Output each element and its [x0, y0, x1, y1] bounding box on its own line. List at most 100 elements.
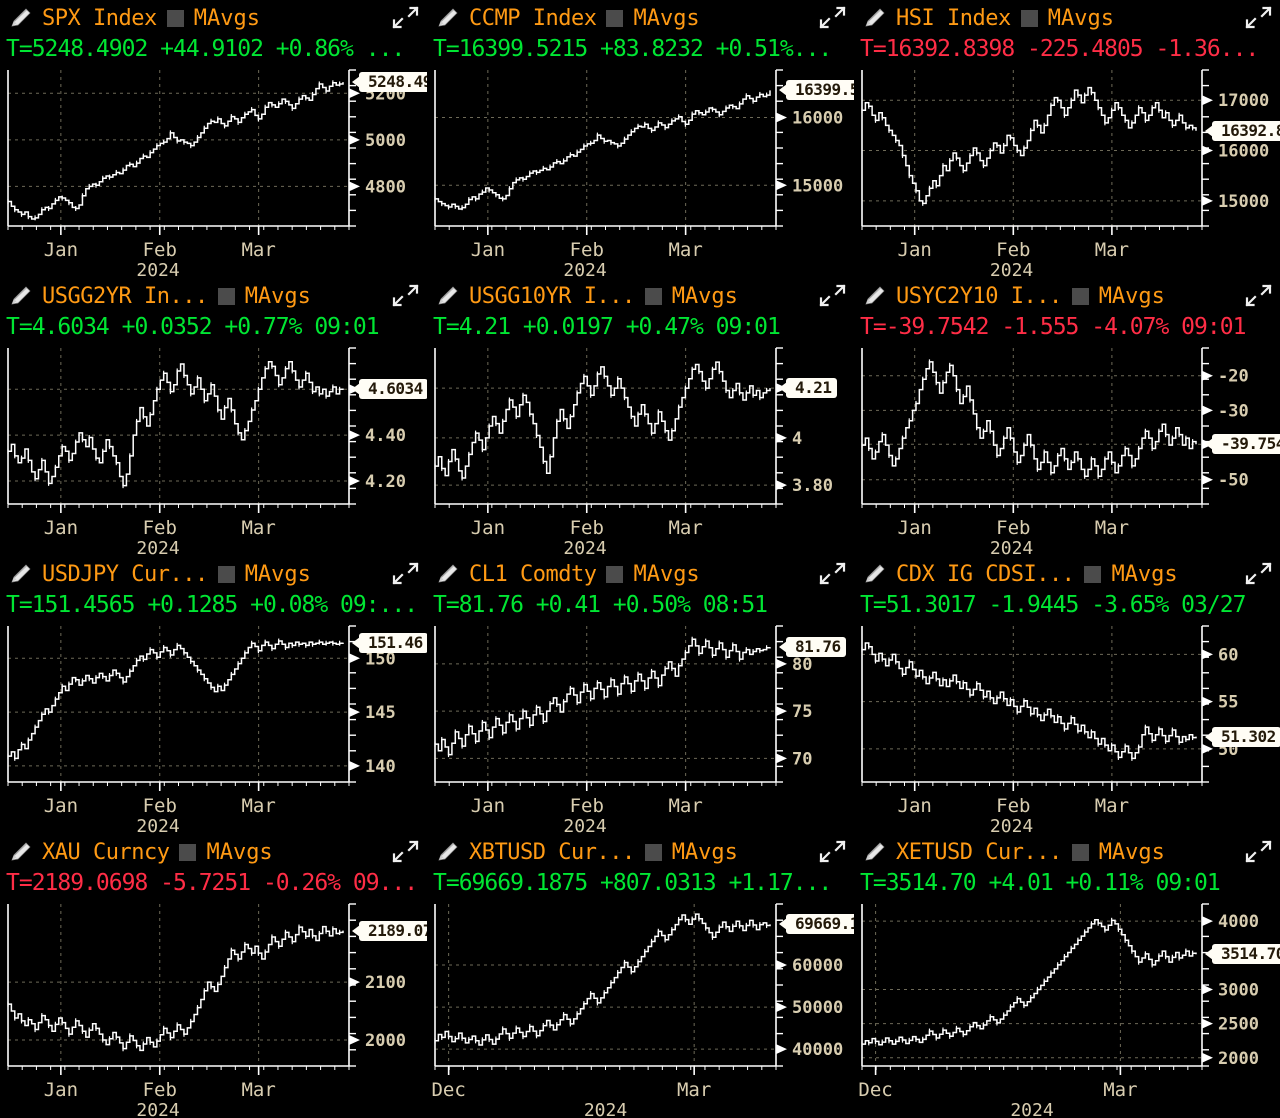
mavgs-label[interactable]: MAvgs: [671, 283, 738, 309]
pencil-icon[interactable]: [437, 564, 459, 584]
mavgs-label[interactable]: MAvgs: [671, 839, 738, 865]
pencil-icon[interactable]: [10, 564, 32, 584]
plot-area[interactable]: 16000 15000 Jan Feb Mar 2024: [427, 66, 854, 278]
chart-panel-usyc2y10[interactable]: USYC2Y10 I... MAvgs T=-39.7542 -1.555 -4…: [854, 278, 1280, 556]
svg-text:2024: 2024: [990, 816, 1033, 834]
expand-arrows-icon[interactable]: [1244, 562, 1272, 586]
mavgs-checkbox-icon[interactable]: [606, 9, 624, 27]
plot-area[interactable]: 80 75 70 Jan Feb Mar 2024: [427, 622, 854, 834]
mavgs-label[interactable]: MAvgs: [244, 561, 311, 587]
plot-area[interactable]: 17000 16000 15000 Jan Feb Mar 2024: [854, 66, 1280, 278]
mavgs-checkbox-icon[interactable]: [606, 565, 624, 583]
plot-area[interactable]: 150 145 140 Jan Feb Mar 2024: [0, 622, 427, 834]
plot-area[interactable]: 60000 50000 40000 Dec Mar 2024: [427, 900, 854, 1118]
mavgs-label[interactable]: MAvgs: [1098, 283, 1165, 309]
expand-arrows-icon[interactable]: [1244, 840, 1272, 864]
last-price-tag: 5248.49: [352, 72, 427, 93]
chart-panel-cdx_ig[interactable]: CDX IG CDSI... MAvgs T=51.3017 -1.9445 -…: [854, 556, 1280, 834]
mavgs-checkbox-icon[interactable]: [644, 287, 662, 305]
svg-text:80: 80: [792, 655, 812, 675]
svg-text:2024: 2024: [136, 1100, 179, 1118]
svg-text:Feb: Feb: [143, 1079, 177, 1101]
pencil-icon[interactable]: [437, 286, 459, 306]
pencil-icon[interactable]: [10, 8, 32, 28]
last-price-tag: 2189.07: [352, 920, 427, 941]
pencil-icon[interactable]: [864, 286, 886, 306]
plot-area[interactable]: 4000 3000 2500 2000 Dec Mar 2024: [854, 900, 1280, 1118]
panel-quote: T=151.4565 +0.1285 +0.08% 09:...: [6, 592, 418, 618]
mavgs-label[interactable]: MAvgs: [633, 561, 700, 587]
svg-text:Jan: Jan: [44, 517, 78, 539]
pencil-icon[interactable]: [437, 842, 459, 862]
panel-title: CL1 Comdty: [469, 561, 597, 587]
panel-title: USYC2Y10 I...: [896, 283, 1062, 309]
mavgs-checkbox-icon[interactable]: [1020, 9, 1038, 27]
chart-panel-xbtusd[interactable]: XBTUSD Cur... MAvgs T=69669.1875 +807.03…: [427, 834, 854, 1118]
chart-panel-usgg10yr[interactable]: USGG10YR I... MAvgs T=4.21 +0.0197 +0.47…: [427, 278, 854, 556]
mavgs-checkbox-icon[interactable]: [179, 843, 197, 861]
expand-arrows-icon[interactable]: [818, 562, 846, 586]
svg-text:75: 75: [792, 702, 812, 722]
expand-arrows-icon[interactable]: [818, 6, 846, 30]
pencil-icon[interactable]: [864, 842, 886, 862]
mavgs-label[interactable]: MAvgs: [193, 5, 260, 31]
mavgs-checkbox-icon[interactable]: [217, 565, 235, 583]
svg-text:Feb: Feb: [143, 239, 177, 261]
expand-arrows-icon[interactable]: [818, 284, 846, 308]
last-price-tag: 16399.52: [778, 80, 854, 101]
plot-area[interactable]: 4.21 4 3.80 Jan Feb Mar 2024: [427, 344, 854, 556]
pencil-icon[interactable]: [864, 564, 886, 584]
svg-text:Jan: Jan: [44, 795, 78, 817]
svg-text:17000: 17000: [1218, 91, 1269, 111]
pencil-icon[interactable]: [864, 8, 886, 28]
panel-quote: T=81.76 +0.41 +0.50% 08:51: [433, 592, 768, 618]
chart-panel-xetusd[interactable]: XETUSD Cur... MAvgs T=3514.70 +4.01 +0.1…: [854, 834, 1280, 1118]
svg-text:Jan: Jan: [44, 1079, 78, 1101]
chart-panel-usdjpy[interactable]: USDJPY Cur... MAvgs T=151.4565 +0.1285 +…: [0, 556, 427, 834]
plot-area[interactable]: 5200 5000 4800 Jan Feb Mar 2024: [0, 66, 427, 278]
expand-arrows-icon[interactable]: [391, 562, 419, 586]
mavgs-checkbox-icon[interactable]: [166, 9, 184, 27]
expand-arrows-icon[interactable]: [818, 840, 846, 864]
svg-text:2000: 2000: [1218, 1049, 1259, 1069]
mavgs-label[interactable]: MAvgs: [633, 5, 700, 31]
expand-arrows-icon[interactable]: [1244, 284, 1272, 308]
svg-text:4800: 4800: [365, 177, 406, 197]
last-price-tag: -39.754: [1205, 434, 1280, 455]
pencil-icon[interactable]: [437, 8, 459, 28]
chart-panel-hsi[interactable]: HSI Index MAvgs T=16392.8398 -225.4805 -…: [854, 0, 1280, 278]
panel-header: CDX IG CDSI... MAvgs: [854, 556, 1280, 592]
svg-text:Jan: Jan: [898, 795, 932, 817]
plot-area[interactable]: 2100 2000 Jan Feb Mar 2024: [0, 900, 427, 1118]
chart-panel-usgg2yr[interactable]: USGG2YR In... MAvgs T=4.6034 +0.0352 +0.…: [0, 278, 427, 556]
svg-text:50000: 50000: [792, 998, 843, 1018]
panel-header: USGG2YR In... MAvgs: [0, 278, 427, 314]
mavgs-checkbox-icon[interactable]: [217, 287, 235, 305]
panel-header: CL1 Comdty MAvgs: [427, 556, 854, 592]
pencil-icon[interactable]: [10, 286, 32, 306]
pencil-icon[interactable]: [10, 842, 32, 862]
mavgs-checkbox-icon[interactable]: [644, 843, 662, 861]
chart-panel-xau[interactable]: XAU Curncy MAvgs T=2189.0698 -5.7251 -0.…: [0, 834, 427, 1118]
chart-panel-ccmp[interactable]: CCMP Index MAvgs T=16399.5215 +83.8232 +…: [427, 0, 854, 278]
mavgs-checkbox-icon[interactable]: [1071, 287, 1089, 305]
mavgs-label[interactable]: MAvgs: [244, 283, 311, 309]
mavgs-checkbox-icon[interactable]: [1084, 565, 1102, 583]
chart-panel-spx[interactable]: SPX Index MAvgs T=5248.4902 +44.9102 +0.…: [0, 0, 427, 278]
mavgs-label[interactable]: MAvgs: [1111, 561, 1178, 587]
mavgs-label[interactable]: MAvgs: [1098, 839, 1165, 865]
expand-arrows-icon[interactable]: [1244, 6, 1272, 30]
svg-text:Mar: Mar: [1095, 517, 1129, 539]
svg-text:2024: 2024: [136, 538, 179, 556]
svg-text:Mar: Mar: [1095, 795, 1129, 817]
panel-title: SPX Index: [42, 5, 157, 31]
expand-arrows-icon[interactable]: [391, 284, 419, 308]
mavgs-label[interactable]: MAvgs: [206, 839, 273, 865]
mavgs-checkbox-icon[interactable]: [1071, 843, 1089, 861]
mavgs-label[interactable]: MAvgs: [1047, 5, 1114, 31]
chart-panel-cl1[interactable]: CL1 Comdty MAvgs T=81.76 +0.41 +0.50% 08…: [427, 556, 854, 834]
svg-text:4000: 4000: [1218, 912, 1259, 932]
expand-arrows-icon[interactable]: [391, 840, 419, 864]
expand-arrows-icon[interactable]: [391, 6, 419, 30]
